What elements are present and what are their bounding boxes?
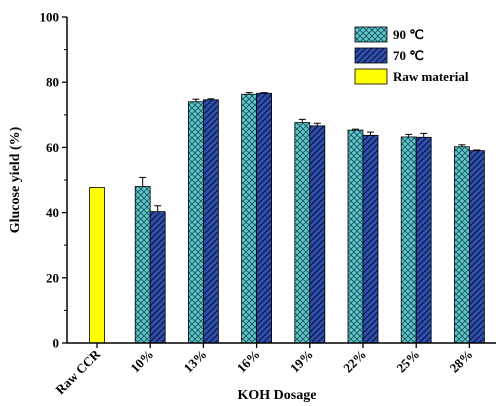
x-tick-label-5: 22% xyxy=(340,347,369,376)
bar-70-1 xyxy=(149,211,166,344)
bar-90-1 xyxy=(134,186,151,344)
bar-90-5 xyxy=(347,129,364,344)
x-tick-label-6: 25% xyxy=(393,347,422,376)
bar-90-7 xyxy=(453,146,470,344)
bar-90-2 xyxy=(187,101,204,344)
bar-70-2 xyxy=(202,99,219,344)
bar-70-6 xyxy=(415,136,432,344)
bar-90-4 xyxy=(294,122,311,344)
legend-label-1: 70 ℃ xyxy=(393,48,424,63)
legend-label-0: 90 ℃ xyxy=(393,27,424,42)
x-tick-label-4: 19% xyxy=(287,347,316,376)
y-tick-label-2: 40 xyxy=(46,205,59,220)
legend: 90 ℃ 70 ℃ Raw material xyxy=(354,26,469,85)
bar-70-5 xyxy=(362,134,379,344)
legend-swatch-2 xyxy=(354,68,388,85)
x-axis-title: KOH Dosage xyxy=(238,388,317,403)
x-tick-label-0: Raw CCR xyxy=(52,346,103,397)
legend-swatch-1 xyxy=(354,47,388,64)
x-tick-label-3: 16% xyxy=(234,347,263,376)
y-tick-label-3: 60 xyxy=(46,140,59,155)
x-tick-label-1: 10% xyxy=(127,347,156,376)
x-tick-label-2: 13% xyxy=(181,347,210,376)
legend-label-2: Raw material xyxy=(393,69,469,84)
legend-swatch-0 xyxy=(354,26,388,43)
x-tick-label-7: 28% xyxy=(447,347,476,376)
bar-70-4 xyxy=(309,125,326,344)
y-tick-label-1: 20 xyxy=(46,270,59,285)
plot-area xyxy=(89,92,485,344)
y-tick-label-4: 80 xyxy=(46,75,59,90)
y-tick-label-0: 0 xyxy=(53,336,60,351)
bar-70-3 xyxy=(256,92,273,344)
y-axis-title: Glucose yield (%) xyxy=(8,126,23,233)
bar-90-3 xyxy=(241,93,258,344)
bar-70-7 xyxy=(468,150,485,344)
bar-rawmaterial-0 xyxy=(89,187,105,344)
bar-90-6 xyxy=(400,136,417,344)
y-tick-label-5: 100 xyxy=(40,10,60,25)
